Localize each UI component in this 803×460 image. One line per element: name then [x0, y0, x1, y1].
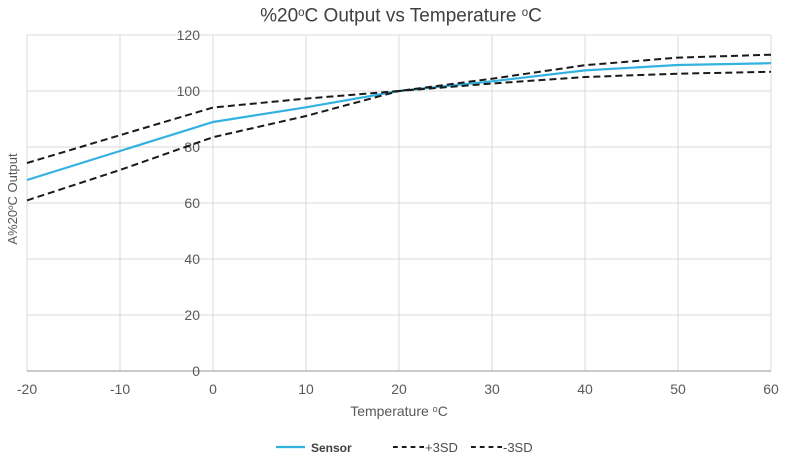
svg-text:%20oC Output vs Temperature oC: %20oC Output vs Temperature oC	[260, 6, 542, 27]
svg-text:0: 0	[209, 381, 217, 397]
svg-text:60: 60	[184, 195, 200, 211]
svg-text:+3SD: +3SD	[425, 440, 458, 455]
svg-text:Temperature oC: Temperature oC	[350, 403, 448, 419]
svg-text:100: 100	[177, 83, 201, 99]
svg-text:20: 20	[184, 307, 200, 323]
svg-text:-10: -10	[110, 381, 130, 397]
svg-text:0: 0	[192, 363, 200, 379]
svg-text:30: 30	[484, 381, 500, 397]
svg-text:60: 60	[763, 381, 779, 397]
svg-text:20: 20	[391, 381, 407, 397]
svg-text:120: 120	[177, 27, 201, 43]
svg-text:40: 40	[184, 251, 200, 267]
svg-text:-3SD: -3SD	[503, 440, 533, 455]
svg-text:-20: -20	[17, 381, 37, 397]
svg-text:10: 10	[298, 381, 314, 397]
svg-text:40: 40	[577, 381, 593, 397]
svg-text:50: 50	[670, 381, 686, 397]
svg-text:Sensor: Sensor	[311, 441, 352, 455]
svg-text:A%20oC Output: A%20oC Output	[5, 153, 20, 245]
